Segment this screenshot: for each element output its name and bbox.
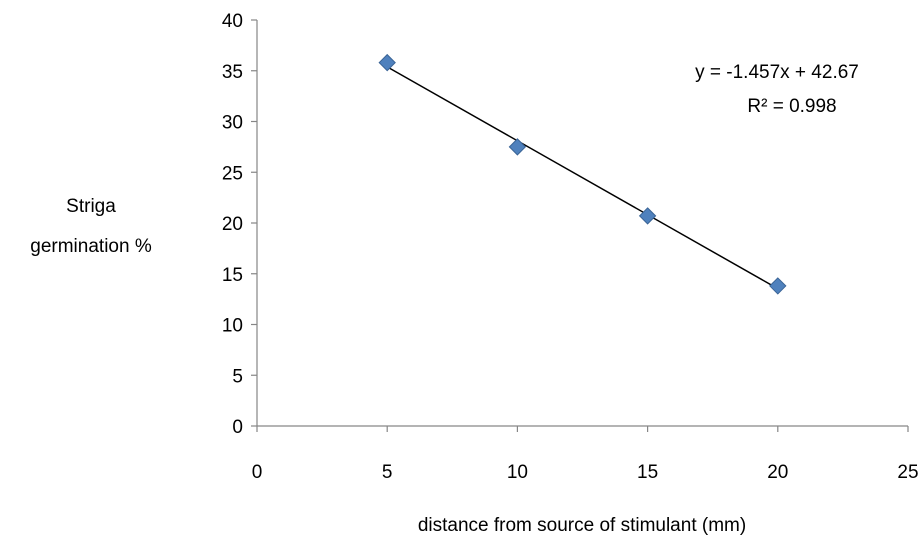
x-tick-label: 20 xyxy=(767,462,788,483)
data-point-diamond xyxy=(769,277,787,295)
axes: 0 5 10 15 20 25 30 35 40 0 5 10 15 20 25 xyxy=(222,11,919,483)
y-tick-label: 15 xyxy=(222,265,243,286)
y-tick-label: 0 xyxy=(232,417,243,438)
data-point-diamond xyxy=(508,138,527,156)
y-axis-title-line-1: Striga xyxy=(66,196,116,217)
y-tick-label: 35 xyxy=(222,62,243,83)
linear-trendline xyxy=(386,66,779,290)
x-tick-label: 0 xyxy=(252,462,263,483)
y-tick-label: 30 xyxy=(222,113,243,134)
y-tick-label: 10 xyxy=(222,316,243,337)
x-tick-label: 5 xyxy=(382,462,393,483)
y-tick-label: 20 xyxy=(222,214,243,235)
trendline-layer xyxy=(386,66,779,290)
x-tick-label: 25 xyxy=(897,462,918,483)
x-tick-label: 15 xyxy=(637,462,658,483)
data-point-diamond xyxy=(638,207,657,225)
data-points xyxy=(378,53,787,295)
x-tick-label: 10 xyxy=(507,462,528,483)
trendline-equation: y = -1.457x + 42.67 xyxy=(695,62,859,83)
x-axis-title: distance from source of stimulant (mm) xyxy=(418,515,746,536)
data-point-diamond xyxy=(378,53,396,72)
y-axis-title-line-2: germination % xyxy=(30,236,152,257)
y-tick-label: 25 xyxy=(222,163,243,184)
r-squared-label: R² = 0.998 xyxy=(747,96,836,117)
y-tick-label: 5 xyxy=(232,366,243,387)
y-tick-label: 40 xyxy=(222,11,243,32)
